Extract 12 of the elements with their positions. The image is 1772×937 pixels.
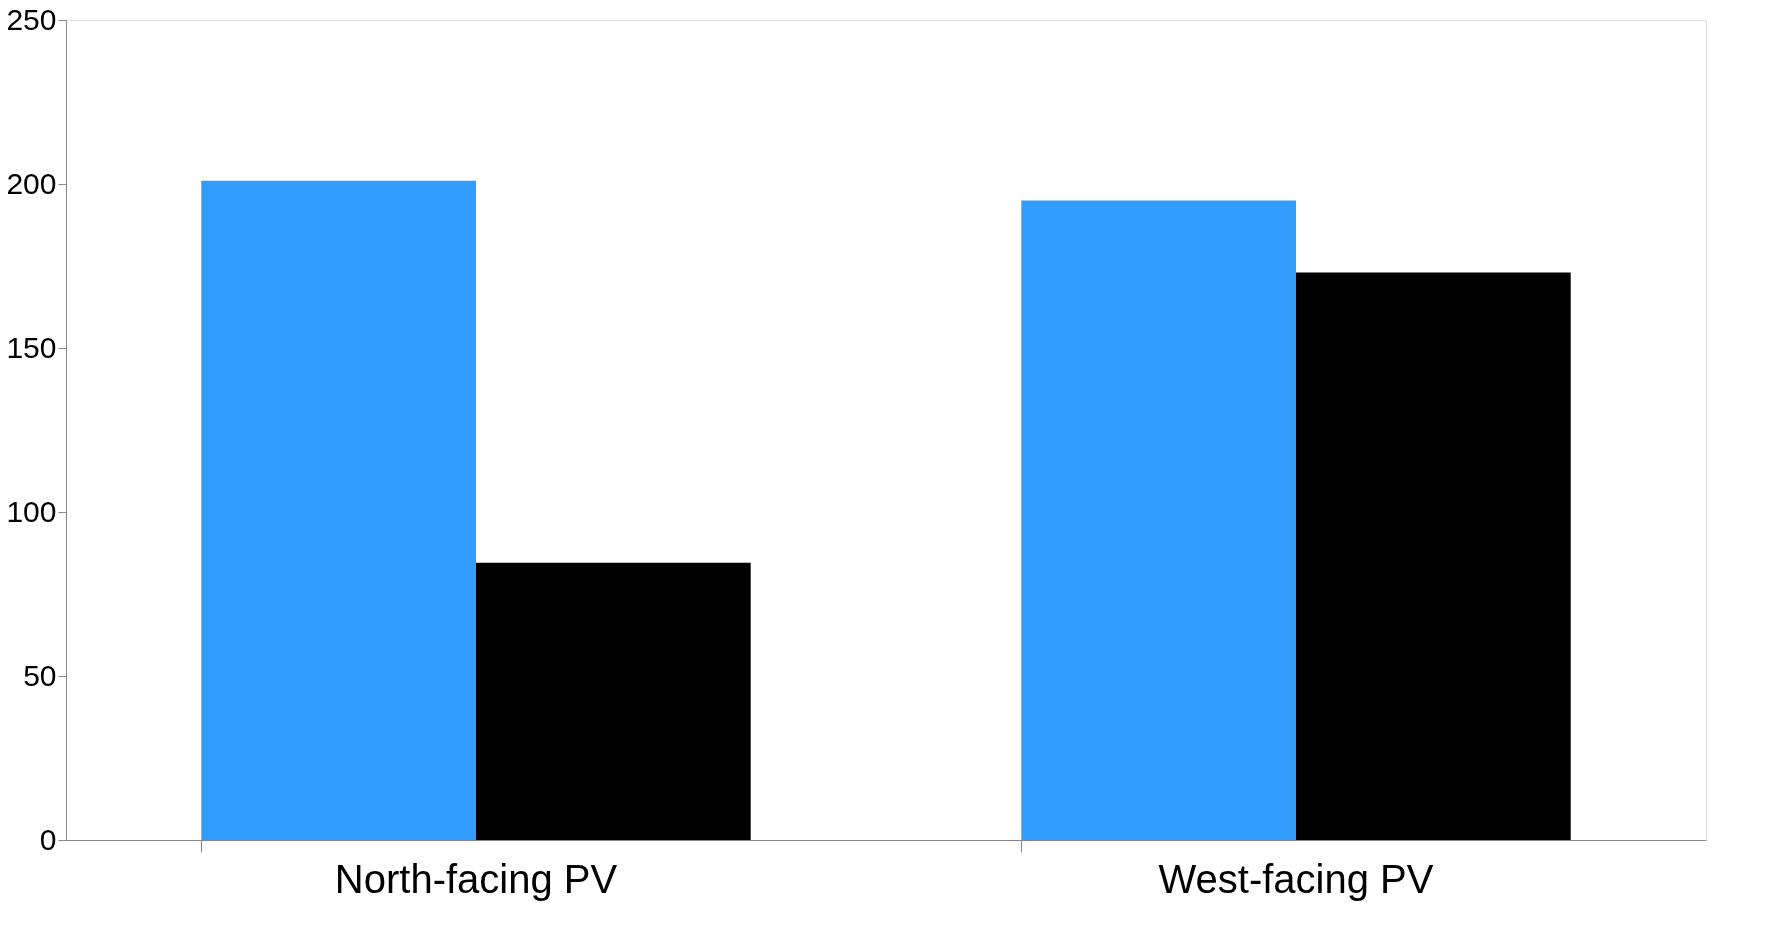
bar xyxy=(201,180,476,840)
y-tick-label: 100 xyxy=(6,494,57,528)
x-tick-label: North-facing PV xyxy=(334,856,618,901)
y-tick-label: 200 xyxy=(6,166,57,200)
x-tick-label: West-facing PV xyxy=(1158,856,1434,901)
bar xyxy=(1021,200,1296,840)
bar xyxy=(476,562,751,840)
y-tick-label: 150 xyxy=(6,330,57,364)
y-tick-label: 250 xyxy=(6,2,57,36)
bar xyxy=(1296,272,1571,840)
y-tick-label: 0 xyxy=(39,822,57,856)
y-tick-label: 50 xyxy=(23,658,57,692)
